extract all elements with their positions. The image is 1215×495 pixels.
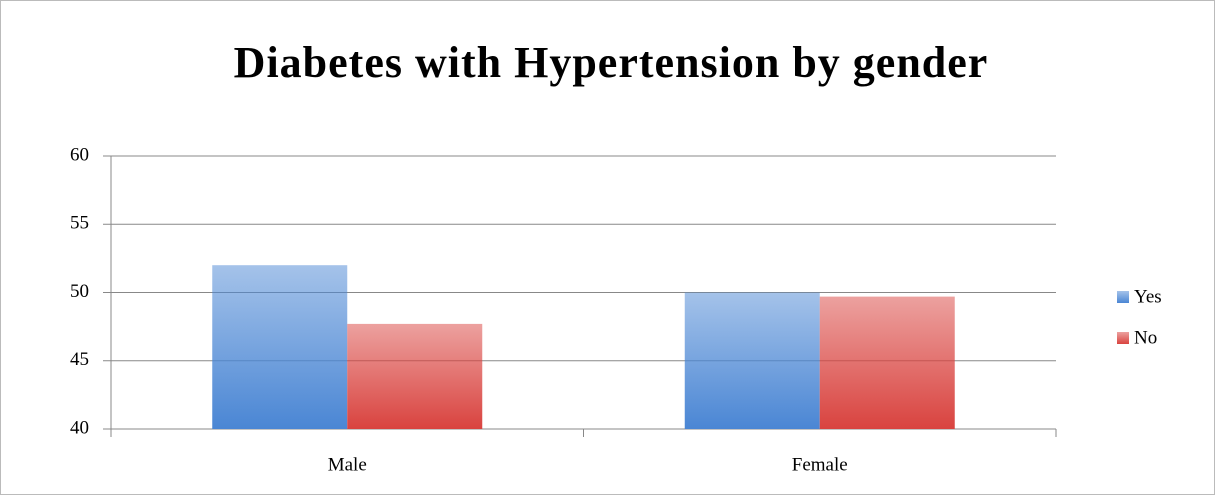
legend-swatch [1117, 291, 1129, 303]
legend-swatch [1117, 332, 1129, 344]
legend-label: Yes [1134, 286, 1162, 307]
bar [347, 323, 483, 429]
bar [819, 296, 955, 429]
bar [212, 265, 348, 429]
y-tick-label: 60 [70, 144, 89, 165]
y-tick-label: 55 [70, 213, 89, 234]
legend-label: No [1134, 327, 1157, 348]
y-tick-label: 50 [70, 281, 89, 302]
y-tick-label: 40 [70, 417, 89, 438]
x-tick-label: Male [328, 454, 367, 475]
chart-title: Diabetes with Hypertension by gender [233, 38, 989, 87]
bar [684, 292, 820, 429]
y-tick-label: 45 [70, 349, 89, 370]
x-tick-label: Female [792, 454, 848, 475]
